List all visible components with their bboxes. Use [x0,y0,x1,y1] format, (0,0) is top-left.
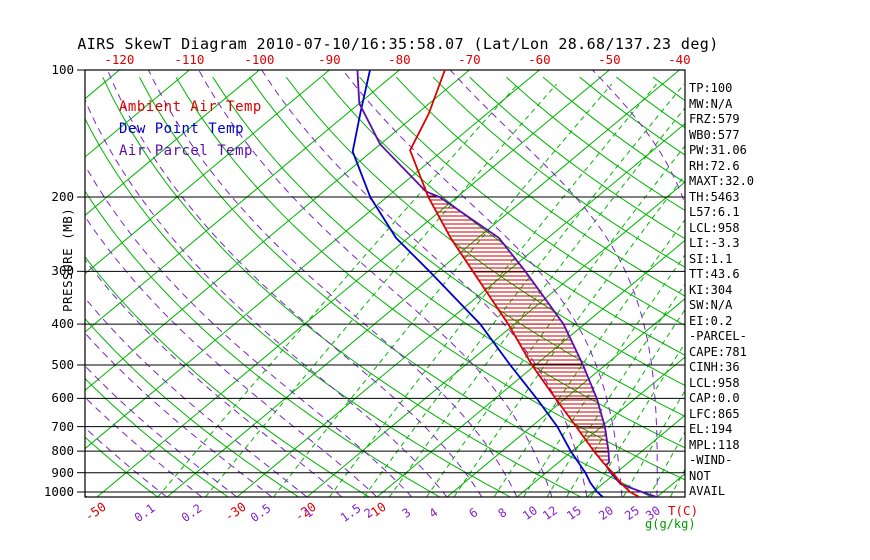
pressure-tick-label: 100 [51,62,74,77]
stat-line: EL:194 [689,422,733,436]
pressure-tick-label: 200 [51,189,74,205]
stat-line: AVAIL [689,484,726,498]
pressure-tick-label: 500 [51,356,74,372]
stat-line: TH:5463 [689,189,740,204]
top-temp-label: -80 [388,52,411,67]
stat-line: CINH:36 [689,360,740,374]
top-temp-label: -90 [318,52,341,67]
mixing-ratio-lines [157,83,685,497]
stat-line: EI:0.2 [689,313,733,328]
stat-line: TP:100 [689,81,733,95]
stat-line: CAPE:781 [689,344,747,359]
top-temp-label: -100 [244,52,275,67]
pressure-tick-label: 300 [51,263,74,279]
plot-border [84,69,686,498]
pressure-tick-label: 700 [51,418,74,434]
stat-line: CAP:0.0 [689,391,740,405]
pressure-tick-label: 900 [51,464,74,480]
chart-title: AIRS SkewT Diagram 2010-07-10/16:35:58.0… [77,35,719,53]
stat-line: KI:304 [689,282,733,297]
stat-line: MW:N/A [689,96,733,111]
stats-panel: TP:100 MW:N/A FRZ:579 WB0:577 PW:31.06 RH:72.… [689,81,754,500]
stat-line: SW:N/A [689,298,733,312]
stat-line: LCL:958 [689,375,740,390]
legend-ambient-temp: Ambient Air Temp [119,99,262,115]
top-temp-label: -120 [104,52,135,67]
top-temp-label: -50 [598,52,621,67]
moist-adiabats [85,70,685,497]
stat-line: -PARCEL- [689,329,747,343]
parcel-curve [356,70,658,497]
stat-line: MPL:118 [689,437,740,452]
stat-line: TT:43.6 [689,267,740,281]
stat-line: FRZ:579 [689,112,740,126]
stat-line: LI:-3.3 [689,236,740,250]
stat-line: PW:31.06 [689,143,747,157]
stat-line: LCL:958 [689,220,740,235]
stat-line: LFC:865 [689,406,740,421]
pressure-tick-label: 800 [51,443,74,459]
stat-line: NOT [689,468,711,483]
pressure-axis-label: PRESSURE (MB) [60,207,75,312]
legend-air-parcel: Air Parcel Temp [119,143,253,159]
pressure-tick-label: 400 [51,316,74,332]
stat-line: MAXT:32.0 [689,174,755,188]
sounding-curves [351,70,658,497]
pressure-gridlines [77,69,685,493]
legend-dew-point: Dew Point Temp [119,121,245,137]
top-temp-label: -40 [668,52,691,67]
stat-line: SI:1.1 [689,251,733,266]
stat-line: WB0:577 [689,127,740,142]
cape-hatch [426,191,610,465]
top-temp-label: -60 [528,52,551,67]
ambient-curve [409,70,640,497]
pressure-tick-label: 1000 [43,484,74,499]
stat-line: -WIND- [689,453,733,467]
mixing-unit-label: g(g/kg) [645,517,696,531]
stat-line: RH:72.6 [689,158,740,173]
stat-line: L57:6.1 [689,205,740,219]
pressure-tick-label: 600 [51,390,74,406]
top-temp-label: -70 [458,52,481,67]
temp-unit-label: T(C) [668,503,699,518]
dew_point-curve [351,70,604,497]
top-temp-label: -110 [174,52,205,67]
